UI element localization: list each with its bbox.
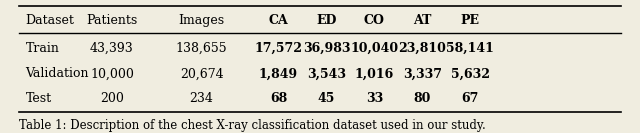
Text: CA: CA: [269, 14, 288, 27]
Text: 43,393: 43,393: [90, 42, 134, 55]
Text: 1,849: 1,849: [259, 67, 298, 80]
Text: 23,810: 23,810: [399, 42, 446, 55]
Text: 3,337: 3,337: [403, 67, 442, 80]
Text: 10,040: 10,040: [350, 42, 399, 55]
Text: 138,655: 138,655: [176, 42, 227, 55]
Text: CO: CO: [364, 14, 385, 27]
Text: 10,000: 10,000: [90, 67, 134, 80]
Text: 58,141: 58,141: [447, 42, 494, 55]
Text: 45: 45: [317, 92, 335, 105]
Text: 5,632: 5,632: [451, 67, 490, 80]
Text: Validation: Validation: [26, 67, 89, 80]
Text: ED: ED: [316, 14, 337, 27]
Text: 80: 80: [413, 92, 431, 105]
Text: Train: Train: [26, 42, 60, 55]
Text: 234: 234: [189, 92, 214, 105]
Text: Dataset: Dataset: [26, 14, 74, 27]
Text: 1,016: 1,016: [355, 67, 394, 80]
Text: 3,543: 3,543: [307, 67, 346, 80]
Text: 17,572: 17,572: [254, 42, 302, 55]
Text: 36,983: 36,983: [303, 42, 350, 55]
Text: Images: Images: [179, 14, 225, 27]
Text: Test: Test: [26, 92, 52, 105]
Text: 200: 200: [100, 92, 124, 105]
Text: 67: 67: [461, 92, 479, 105]
Text: 68: 68: [270, 92, 287, 105]
Text: AT: AT: [413, 14, 431, 27]
Text: PE: PE: [461, 14, 480, 27]
Text: Table 1: Description of the chest X-ray classification dataset used in our study: Table 1: Description of the chest X-ray …: [19, 119, 486, 132]
Text: Patients: Patients: [86, 14, 138, 27]
Text: 33: 33: [366, 92, 383, 105]
Text: 20,674: 20,674: [180, 67, 223, 80]
